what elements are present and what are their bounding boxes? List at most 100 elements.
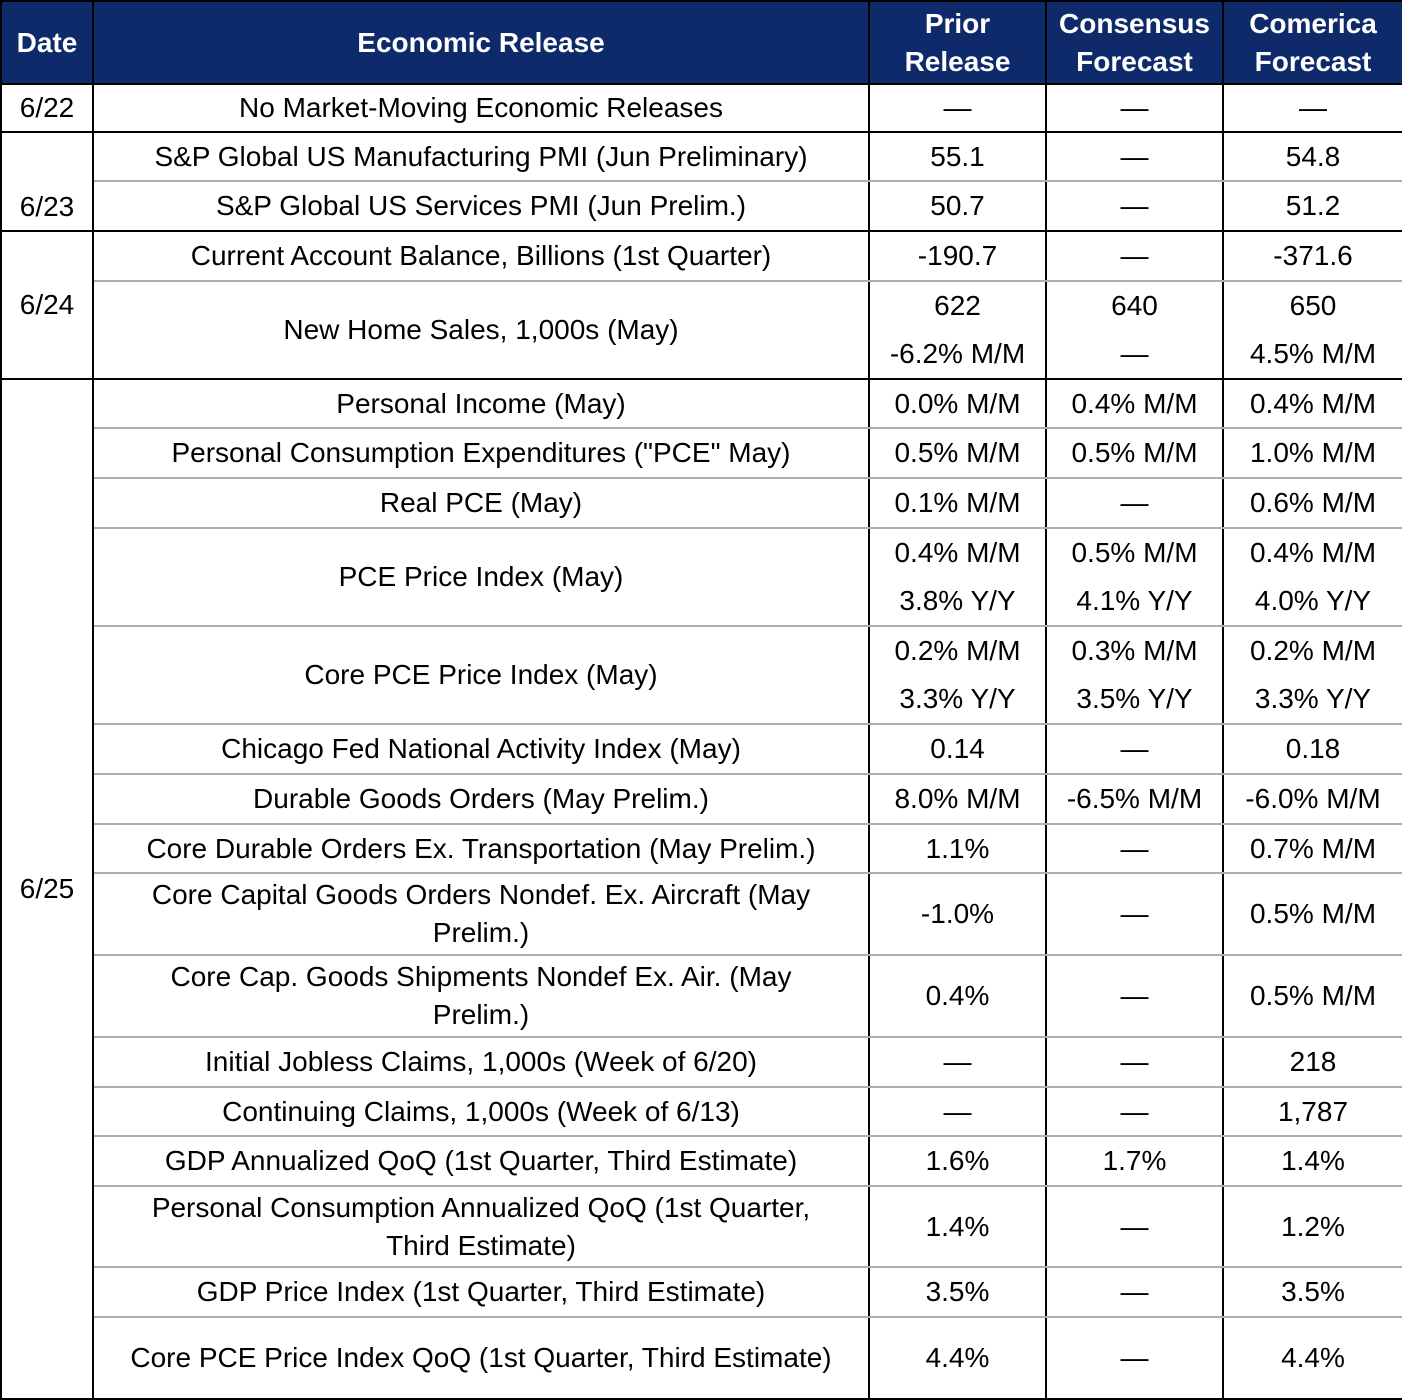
prior-release-value: 0.2% M/M 3.3% Y/Y (869, 626, 1047, 725)
header-comerica-line1: Comerica (1249, 7, 1377, 39)
prior-release-value: 4.4% (869, 1317, 1047, 1400)
consensus-forecast-value: — (1046, 1317, 1224, 1400)
consensus-line-2: 4.1% Y/Y (1076, 585, 1193, 616)
comerica-forecast-value: 218 (1223, 1037, 1402, 1088)
prior-release-value: 1.6% (869, 1136, 1047, 1187)
date-cell: 6/23 (0, 132, 94, 232)
release-name: Core PCE Price Index QoQ (1st Quarter, T… (93, 1317, 870, 1400)
prior-line-1: 622 (934, 290, 981, 321)
release-name: Personal Income (May) (93, 379, 870, 429)
release-name: Personal Consumption Annualized QoQ (1st… (93, 1186, 870, 1268)
consensus-forecast-value: 0.4% M/M (1046, 379, 1224, 429)
comerica-forecast-value: 54.8 (1223, 132, 1402, 182)
consensus-line-1: 0.3% M/M (1071, 635, 1198, 666)
release-name: Core Capital Goods Orders Nondef. Ex. Ai… (93, 873, 870, 956)
comerica-forecast-value: 0.5% M/M (1223, 873, 1402, 956)
consensus-forecast-value: — (1046, 84, 1224, 133)
date-cell: 6/22 (0, 84, 94, 133)
consensus-line-2: — (1120, 338, 1149, 369)
release-line-2: Third Estimate) (386, 1229, 576, 1261)
comerica-line-2: 4.5% M/M (1249, 338, 1377, 369)
consensus-line-1: 0.5% M/M (1071, 537, 1198, 568)
prior-release-value: — (869, 1087, 1047, 1137)
prior-release-value: — (869, 84, 1047, 133)
comerica-forecast-value: 0.18 (1223, 724, 1402, 775)
release-name: Core Cap. Goods Shipments Nondef Ex. Air… (93, 955, 870, 1038)
table-row: 6/25 Personal Income (May) 0.0% M/M 0.4%… (0, 379, 1402, 1400)
release-name: Initial Jobless Claims, 1,000s (Week of … (93, 1037, 870, 1088)
comerica-line-1: 650 (1289, 290, 1337, 321)
prior-release-value: -1.0% (869, 873, 1047, 956)
consensus-forecast-value: -6.5% M/M (1046, 774, 1224, 825)
comerica-line-1: 0.2% M/M (1249, 635, 1377, 666)
consensus-line-1: 640 (1111, 290, 1158, 321)
comerica-forecast-value: 3.5% (1223, 1267, 1402, 1318)
consensus-forecast-value: 0.3% M/M 3.5% Y/Y (1046, 626, 1224, 725)
release-name: Current Account Balance, Billions (1st Q… (93, 231, 870, 282)
prior-release-value: -190.7 (869, 231, 1047, 282)
table-row: Chicago Fed National Activity Index (May… (1, 724, 1402, 775)
release-name: S&P Global US Services PMI (Jun Prelim.) (93, 181, 870, 232)
comerica-forecast-value: -6.0% M/M (1223, 774, 1402, 825)
comerica-forecast-value: 0.4% M/M (1223, 379, 1402, 429)
prior-release-value: 0.5% M/M (869, 428, 1047, 479)
table-row: Core Capital Goods Orders Nondef. Ex. Ai… (1, 873, 1402, 956)
comerica-line-1: 0.4% M/M (1249, 537, 1377, 568)
table-row: New Home Sales, 1,000s (May) 622 -6.2% M/… (1, 281, 1402, 380)
comerica-forecast-value: — (1223, 84, 1402, 133)
prior-line-2: 3.8% Y/Y (899, 585, 1016, 616)
release-name: Durable Goods Orders (May Prelim.) (93, 774, 870, 825)
comerica-forecast-value: 1.2% (1223, 1186, 1402, 1268)
header-date: Date (0, 0, 94, 85)
prior-line-2: 3.3% Y/Y (899, 683, 1016, 714)
release-name: S&P Global US Manufacturing PMI (Jun Pre… (93, 132, 870, 182)
consensus-forecast-value: 0.5% M/M 4.1% Y/Y (1046, 528, 1224, 627)
comerica-forecast-value: 4.4% (1223, 1317, 1402, 1400)
date-cell: 6/25 (0, 379, 94, 1400)
table-row: Real PCE (May) 0.1% M/M — 0.6% M/M (1, 478, 1402, 529)
table-row: Initial Jobless Claims, 1,000s (Week of … (1, 1037, 1402, 1088)
prior-release-value: 50.7 (869, 181, 1047, 232)
header-comerica-line2: Forecast (1254, 45, 1372, 77)
header-prior-line1: Prior (924, 7, 991, 39)
header-consensus-forecast: Consensus Forecast (1045, 0, 1224, 85)
consensus-forecast-value: — (1046, 1267, 1224, 1318)
prior-release-value: 0.4% M/M 3.8% Y/Y (869, 528, 1047, 627)
consensus-forecast-value: — (1046, 955, 1224, 1038)
comerica-forecast-value: 1.4% (1223, 1136, 1402, 1187)
release-line-1: Core Cap. Goods Shipments Nondef Ex. Air… (170, 961, 792, 992)
table-row: GDP Price Index (1st Quarter, Third Esti… (1, 1267, 1402, 1318)
release-line-1: Core Capital Goods Orders Nondef. Ex. Ai… (151, 879, 811, 910)
release-name: Real PCE (May) (93, 478, 870, 529)
comerica-forecast-value: 0.2% M/M 3.3% Y/Y (1223, 626, 1402, 725)
comerica-forecast-value: 0.7% M/M (1223, 824, 1402, 874)
release-line-2: Prelim.) (432, 999, 530, 1030)
prior-release-value: 0.4% (869, 955, 1047, 1038)
comerica-forecast-value: 650 4.5% M/M (1223, 281, 1402, 380)
consensus-forecast-value: 0.5% M/M (1046, 428, 1224, 479)
comerica-forecast-value: 51.2 (1223, 181, 1402, 232)
header-consensus-line1: Consensus (1059, 7, 1210, 39)
table-row: Core PCE Price Index QoQ (1st Quarter, T… (1, 1317, 1402, 1400)
prior-release-value: 0.1% M/M (869, 478, 1047, 529)
comerica-forecast-value: 0.5% M/M (1223, 955, 1402, 1038)
consensus-forecast-value: — (1046, 231, 1224, 282)
prior-line-1: 0.2% M/M (894, 635, 1021, 666)
prior-release-value: 55.1 (869, 132, 1047, 182)
release-name: New Home Sales, 1,000s (May) (93, 281, 870, 380)
release-line-2: Prelim.) (432, 917, 530, 948)
table-row: Core PCE Price Index (May) 0.2% M/M 3.3% … (1, 626, 1402, 725)
header-consensus-line2: Forecast (1076, 45, 1193, 77)
header-prior-line2: Release (904, 45, 1011, 77)
release-name: Personal Consumption Expenditures ("PCE"… (93, 428, 870, 479)
consensus-forecast-value: 1.7% (1046, 1136, 1224, 1187)
table-row: Core Durable Orders Ex. Transportation (… (1, 824, 1402, 874)
date-cell: 6/24 (0, 231, 94, 380)
table-row: Personal Consumption Expenditures ("PCE"… (1, 428, 1402, 479)
consensus-forecast-value: — (1046, 478, 1224, 529)
consensus-forecast-value: — (1046, 181, 1224, 232)
prior-release-value: 0.14 (869, 724, 1047, 775)
consensus-forecast-value: — (1046, 724, 1224, 775)
table-row: 6/24 Current Account Balance, Billions (… (0, 231, 1402, 380)
